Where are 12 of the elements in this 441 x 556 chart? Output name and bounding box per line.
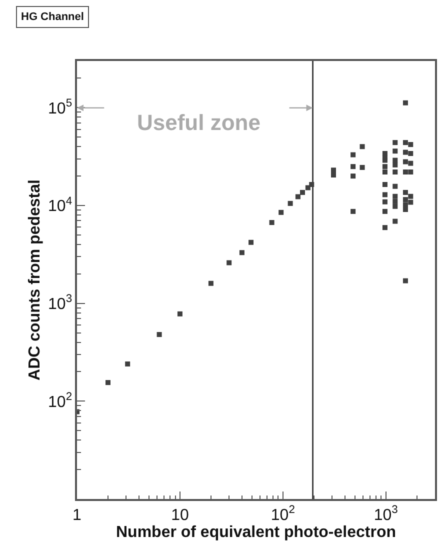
y-tick-label: 10$^{2}$ [48, 391, 72, 411]
x-tick-label: 10$^{2}$ [270, 504, 295, 524]
chart-title: HG Channel [21, 11, 84, 23]
y-tick-label: 10$^{3}$ [48, 293, 72, 313]
y-tick-label: 10$^{4}$ [48, 195, 72, 216]
x-tick-label: 1 [72, 506, 82, 524]
x-tick-label: 10 [171, 506, 189, 524]
y-axis-title: ADC counts from pedestal [26, 180, 44, 380]
x-tick-label: 10$^{3}$ [374, 504, 398, 524]
annotation: Useful zone [137, 110, 260, 135]
x-axis-title: Number of equivalent photo-electron [116, 524, 396, 541]
y-tick-label: 10$^{5}$ [48, 98, 72, 118]
